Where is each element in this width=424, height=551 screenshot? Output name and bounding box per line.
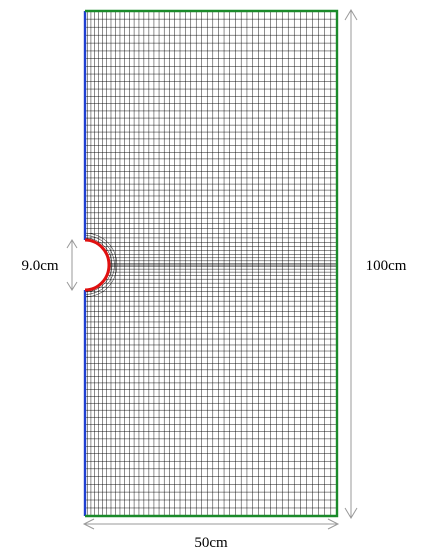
height-label: 100cm [366, 258, 407, 274]
width-label: 50cm [194, 535, 228, 551]
outer-boundary [85, 9, 339, 518]
hole-edge [84, 238, 111, 292]
hole-ring [84, 237, 113, 293]
hole-diameter-label: 9.0cm [21, 258, 58, 274]
width-dimension [82, 518, 340, 530]
finite-element-mesh [85, 11, 337, 516]
hole-ring [84, 232, 118, 298]
height-dimension [344, 9, 358, 519]
hole-ring [84, 235, 115, 295]
hole-dimension [66, 239, 78, 291]
hole-mesh-rings [84, 232, 118, 298]
